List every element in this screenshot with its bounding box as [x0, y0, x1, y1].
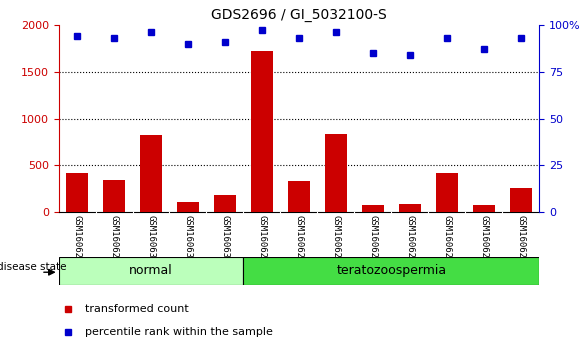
- Bar: [251, 51, 273, 212]
- Bar: [472, 205, 495, 212]
- Bar: [177, 202, 199, 212]
- Bar: [243, 257, 539, 285]
- Bar: [288, 182, 310, 212]
- Bar: [435, 173, 458, 212]
- Text: normal: normal: [129, 264, 173, 277]
- Bar: [214, 195, 236, 212]
- Text: disease state: disease state: [0, 262, 67, 272]
- Title: GDS2696 / GI_5032100-S: GDS2696 / GI_5032100-S: [211, 8, 387, 22]
- Bar: [103, 179, 125, 212]
- Bar: [398, 204, 421, 212]
- Bar: [66, 173, 88, 212]
- Bar: [140, 136, 162, 212]
- Text: percentile rank within the sample: percentile rank within the sample: [85, 327, 273, 337]
- Text: teratozoospermia: teratozoospermia: [336, 264, 447, 277]
- Bar: [510, 188, 532, 212]
- Bar: [325, 133, 347, 212]
- Text: transformed count: transformed count: [85, 304, 189, 314]
- Bar: [362, 205, 384, 212]
- Bar: [59, 257, 243, 285]
